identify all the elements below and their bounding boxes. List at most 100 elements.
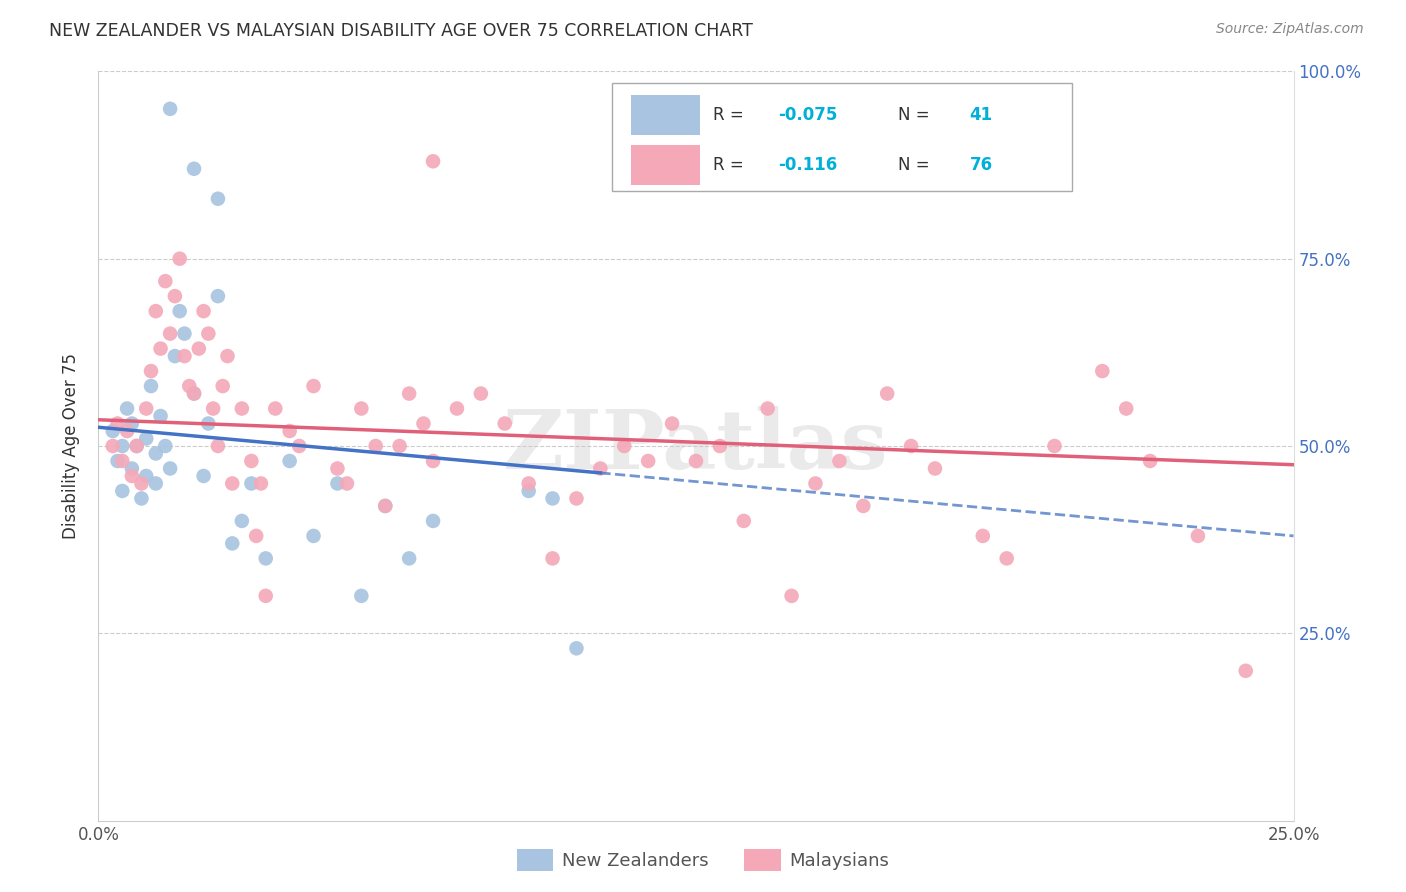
Point	[207, 439, 229, 453]
Point	[159, 461, 181, 475]
Point	[1187, 529, 1209, 543]
Point	[1091, 364, 1114, 378]
Point	[733, 514, 755, 528]
Point	[1115, 401, 1137, 416]
Point	[264, 401, 287, 416]
Point	[422, 454, 444, 468]
Point	[139, 364, 162, 378]
Point	[193, 469, 215, 483]
Point	[207, 289, 229, 303]
Point	[278, 454, 301, 468]
Point	[139, 379, 162, 393]
Point	[756, 401, 779, 416]
Text: N =: N =	[898, 156, 935, 174]
Point	[163, 289, 186, 303]
Point	[121, 461, 143, 475]
Point	[179, 379, 201, 393]
Point	[101, 439, 124, 453]
Point	[541, 491, 564, 506]
Point	[254, 589, 277, 603]
Point	[924, 461, 946, 475]
Point	[336, 476, 359, 491]
Point	[398, 386, 420, 401]
Point	[852, 499, 875, 513]
Text: 76: 76	[970, 156, 993, 174]
Point	[107, 417, 129, 431]
Point	[326, 461, 349, 475]
Point	[221, 536, 243, 550]
Point	[250, 476, 273, 491]
Point	[995, 551, 1018, 566]
Point	[398, 551, 420, 566]
Point	[187, 342, 209, 356]
Point	[107, 454, 129, 468]
Point	[240, 454, 263, 468]
Point	[780, 589, 803, 603]
Text: 41: 41	[970, 105, 993, 124]
FancyBboxPatch shape	[613, 83, 1073, 191]
Point	[125, 439, 148, 453]
Point	[828, 454, 851, 468]
Point	[145, 476, 167, 491]
Point	[589, 461, 612, 475]
Point	[149, 342, 172, 356]
Point	[155, 439, 177, 453]
Point	[876, 386, 898, 401]
Text: Source: ZipAtlas.com: Source: ZipAtlas.com	[1216, 22, 1364, 37]
Point	[135, 432, 157, 446]
Point	[183, 386, 205, 401]
Point	[169, 252, 191, 266]
Point	[517, 476, 540, 491]
Point	[115, 401, 138, 416]
Point	[121, 469, 143, 483]
Point	[278, 424, 301, 438]
Point	[173, 349, 195, 363]
Point	[661, 417, 683, 431]
Point	[159, 326, 181, 341]
Text: -0.075: -0.075	[779, 105, 838, 124]
Point	[302, 529, 325, 543]
Point	[1234, 664, 1257, 678]
Point	[388, 439, 411, 453]
Point	[494, 417, 516, 431]
Point	[163, 349, 186, 363]
FancyBboxPatch shape	[631, 145, 700, 186]
Text: NEW ZEALANDER VS MALAYSIAN DISABILITY AGE OVER 75 CORRELATION CHART: NEW ZEALANDER VS MALAYSIAN DISABILITY AG…	[49, 22, 754, 40]
Point	[207, 192, 229, 206]
Point	[202, 401, 225, 416]
Point	[197, 326, 219, 341]
Point	[1043, 439, 1066, 453]
Point	[149, 409, 172, 423]
Point	[173, 326, 195, 341]
Point	[446, 401, 468, 416]
Point	[470, 386, 492, 401]
Point	[169, 304, 191, 318]
Point	[145, 304, 167, 318]
Point	[145, 446, 167, 460]
Point	[374, 499, 396, 513]
Point	[254, 551, 277, 566]
Point	[613, 439, 636, 453]
Point	[221, 476, 243, 491]
Point	[183, 161, 205, 176]
Point	[135, 469, 157, 483]
Point	[350, 589, 373, 603]
Point	[517, 483, 540, 498]
Point	[111, 483, 134, 498]
Point	[422, 154, 444, 169]
Point	[159, 102, 181, 116]
Point	[121, 417, 143, 431]
Point	[101, 424, 124, 438]
Point	[125, 439, 148, 453]
Point	[900, 439, 922, 453]
Point	[245, 529, 267, 543]
Point	[131, 491, 153, 506]
Point	[131, 476, 153, 491]
Point	[412, 417, 434, 431]
Point	[135, 401, 157, 416]
Point	[541, 551, 564, 566]
Legend: New Zealanders, Malaysians: New Zealanders, Malaysians	[509, 842, 897, 879]
Point	[364, 439, 387, 453]
Text: -0.116: -0.116	[779, 156, 838, 174]
Point	[155, 274, 177, 288]
